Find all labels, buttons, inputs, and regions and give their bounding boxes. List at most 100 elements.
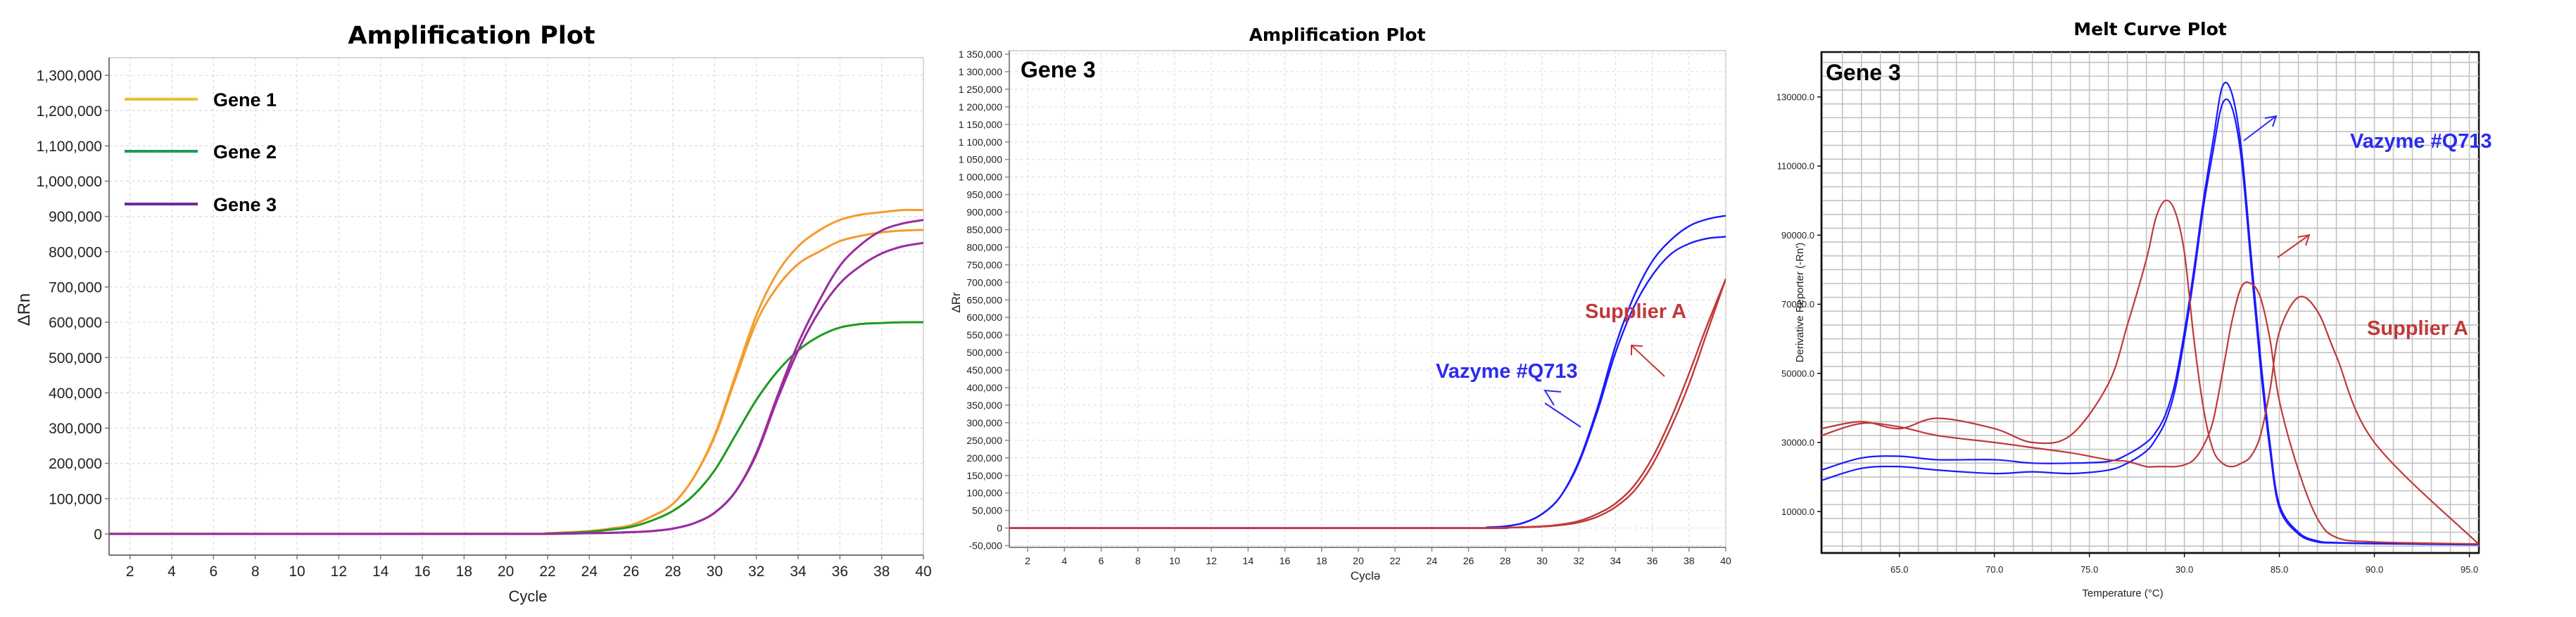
svg-text:130000.0: 130000.0 xyxy=(1776,92,1814,103)
svg-text:600,000: 600,000 xyxy=(49,315,102,331)
svg-text:36: 36 xyxy=(1647,555,1658,566)
svg-text:250,000: 250,000 xyxy=(966,435,1002,446)
amplification-plot-gene3: Amplification Plot 2 4 6 8 10 12 14 16 18 20 22 24 2… xyxy=(943,0,1760,617)
svg-text:200,000: 200,000 xyxy=(49,456,102,472)
svg-text:30000.0: 30000.0 xyxy=(1781,438,1814,448)
svg-text:65.0: 65.0 xyxy=(1890,564,1908,575)
svg-text:4: 4 xyxy=(1061,555,1067,566)
x-axis-label: Temperature (°C) xyxy=(2082,587,2163,599)
svg-text:1 050,000: 1 050,000 xyxy=(959,154,1002,165)
svg-text:70.0: 70.0 xyxy=(1985,564,2003,575)
svg-text:8: 8 xyxy=(1135,555,1141,566)
svg-text:1 200,000: 1 200,000 xyxy=(959,101,1002,113)
svg-text:900,000: 900,000 xyxy=(49,209,102,225)
svg-text:8: 8 xyxy=(251,564,260,580)
arrow-vazyme-icon xyxy=(1543,389,1581,428)
arrow-supplier-icon xyxy=(1631,344,1665,377)
svg-text:100,000: 100,000 xyxy=(966,488,1002,499)
svg-text:22: 22 xyxy=(539,564,555,580)
svg-text:14: 14 xyxy=(1243,555,1254,566)
svg-text:100,000: 100,000 xyxy=(49,491,102,507)
svg-text:16: 16 xyxy=(414,564,430,580)
svg-text:2: 2 xyxy=(126,564,134,580)
curve xyxy=(109,241,923,535)
svg-text:85.0: 85.0 xyxy=(2271,564,2288,575)
amplification-plot-gene3-canvas: Amplification Plot 2 4 6 8 10 12 14 16 18 20 22 24 2… xyxy=(949,25,1731,583)
svg-text:10: 10 xyxy=(289,564,305,580)
amplification-plot-genes-canvas: Amplification Plot 2 4 6 8 10 12 14 16 18 20 22 24 2… xyxy=(15,22,932,605)
annotation-vazyme: Vazyme #Q713 xyxy=(2350,130,2492,153)
svg-text:800,000: 800,000 xyxy=(49,244,102,260)
svg-text:38: 38 xyxy=(1684,555,1695,566)
svg-text:38: 38 xyxy=(873,564,890,580)
svg-text:450,000: 450,000 xyxy=(966,364,1002,376)
svg-text:6: 6 xyxy=(1099,555,1104,566)
svg-text:750,000: 750,000 xyxy=(966,259,1002,270)
legend-label-gene3: Gene 3 xyxy=(213,194,277,215)
svg-text:20: 20 xyxy=(498,564,514,580)
svg-text:20: 20 xyxy=(1353,555,1364,566)
svg-text:28: 28 xyxy=(664,564,681,580)
svg-text:30.0: 30.0 xyxy=(2176,564,2193,575)
axes: 2 4 6 8 10 12 14 16 18 20 22 24 26 28 30 32 34 36 38 40-50,… xyxy=(959,49,1731,566)
svg-text:2: 2 xyxy=(1025,555,1030,566)
svg-text:40: 40 xyxy=(1720,555,1731,566)
svg-text:1,100,000: 1,100,000 xyxy=(37,139,102,155)
svg-text:10: 10 xyxy=(1169,555,1180,566)
svg-text:150,000: 150,000 xyxy=(966,470,1002,481)
svg-text:30: 30 xyxy=(707,564,723,580)
svg-text:800,000: 800,000 xyxy=(966,241,1002,253)
svg-text:24: 24 xyxy=(1427,555,1438,566)
svg-text:1 000,000: 1 000,000 xyxy=(959,172,1002,183)
svg-text:1,200,000: 1,200,000 xyxy=(37,103,102,120)
svg-text:12: 12 xyxy=(1206,555,1217,566)
svg-text:700,000: 700,000 xyxy=(966,276,1002,288)
chart-title: Amplification Plot xyxy=(348,22,595,50)
svg-text:34: 34 xyxy=(790,564,807,580)
curve xyxy=(1821,281,2479,545)
panel-label: Gene 3 xyxy=(1826,60,1901,85)
svg-text:70000.0: 70000.0 xyxy=(1781,299,1814,310)
curve xyxy=(1821,98,2479,546)
svg-text:12: 12 xyxy=(331,564,347,580)
svg-text:-50,000: -50,000 xyxy=(969,540,1003,552)
svg-text:110000.0: 110000.0 xyxy=(1777,161,1814,172)
legend-label-gene2: Gene 2 xyxy=(213,141,277,163)
grid xyxy=(1009,50,1726,548)
svg-text:650,000: 650,000 xyxy=(966,294,1002,305)
svg-text:500,000: 500,000 xyxy=(49,350,102,367)
svg-text:1 150,000: 1 150,000 xyxy=(959,119,1002,130)
curves xyxy=(109,208,923,535)
svg-text:1,000,000: 1,000,000 xyxy=(37,174,102,190)
svg-text:18: 18 xyxy=(456,564,472,580)
svg-text:550,000: 550,000 xyxy=(966,329,1002,341)
svg-text:950,000: 950,000 xyxy=(966,189,1002,201)
svg-text:1 100,000: 1 100,000 xyxy=(959,136,1002,148)
svg-text:1,300,000: 1,300,000 xyxy=(37,68,102,84)
x-axis-label: Cyclə xyxy=(1351,569,1381,583)
svg-text:28: 28 xyxy=(1500,555,1511,566)
axes: 2 4 6 8 10 12 14 16 18 20 22 24 26 28 30 32 34 36 38 400100… xyxy=(37,58,932,580)
melt-curve-plot: Melt Curve Plot 65.0 70.0 75.0 30.0 85.0 90.0… xyxy=(1760,0,2576,617)
svg-text:200,000: 200,000 xyxy=(966,452,1002,464)
svg-text:22: 22 xyxy=(1389,555,1401,566)
grid xyxy=(1820,51,2480,554)
grid xyxy=(108,57,924,556)
svg-text:14: 14 xyxy=(372,564,389,580)
chart-title: Melt Curve Plot xyxy=(2073,19,2227,39)
svg-text:32: 32 xyxy=(748,564,764,580)
svg-text:6: 6 xyxy=(209,564,217,580)
svg-text:1 250,000: 1 250,000 xyxy=(959,84,1002,95)
annotation-supplier: Supplier A xyxy=(1585,300,1686,323)
svg-text:95.0: 95.0 xyxy=(2461,564,2478,575)
svg-text:30: 30 xyxy=(1536,555,1548,566)
svg-text:0: 0 xyxy=(997,523,1002,534)
svg-text:24: 24 xyxy=(581,564,598,580)
svg-text:850,000: 850,000 xyxy=(966,224,1002,235)
svg-text:4: 4 xyxy=(168,564,176,580)
svg-text:26: 26 xyxy=(623,564,639,580)
svg-text:75.0: 75.0 xyxy=(2081,564,2098,575)
annotation-vazyme: Vazyme #Q713 xyxy=(1436,360,1578,383)
arrow-supplier-icon xyxy=(2277,234,2311,258)
arrow-vazyme-icon xyxy=(2243,115,2278,141)
